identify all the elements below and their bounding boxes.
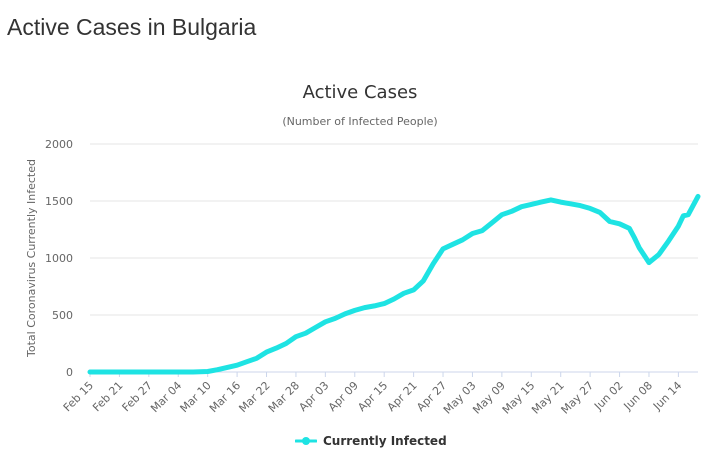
x-tick-label: Apr 03	[296, 379, 331, 414]
x-tick-label: Jun 14	[650, 379, 684, 413]
y-axis: 0 500 1000 1500 2000	[45, 138, 73, 379]
x-tick-label: Jun 08	[621, 379, 655, 413]
series-line-currently-infected[interactable]	[87, 193, 701, 375]
x-tick-label: May 27	[559, 379, 597, 417]
x-tick-label: Mar 16	[207, 379, 243, 415]
x-tick-label: Feb 15	[61, 379, 96, 414]
x-tick-label: Feb 27	[120, 379, 155, 414]
x-tick-label: Apr 15	[355, 379, 390, 414]
y-tick-label: 2000	[45, 138, 73, 151]
gridlines	[90, 143, 698, 373]
x-tick-label: Apr 21	[385, 379, 420, 414]
chart-subtitle: (Number of Infected People)	[282, 115, 437, 128]
x-tick-label: Mar 04	[148, 379, 184, 415]
legend-marker-icon	[295, 437, 317, 445]
y-tick-label: 0	[66, 366, 73, 379]
chart-title: Active Cases	[303, 82, 418, 103]
x-tick-label: Mar 22	[236, 379, 272, 415]
x-tick-label: Feb 21	[90, 379, 125, 414]
x-tick-label: Mar 28	[266, 379, 302, 415]
y-tick-label: 1000	[45, 252, 73, 265]
series-layer	[87, 193, 701, 375]
legend-label: Currently Infected	[323, 434, 447, 448]
x-tick-label: Jun 02	[591, 379, 625, 413]
page-heading: Active Cases in Bulgaria	[7, 14, 257, 40]
y-tick-label: 500	[52, 309, 73, 322]
y-axis-title: Total Coronavirus Currently Infected	[25, 159, 38, 358]
y-tick-label: 1500	[45, 195, 73, 208]
x-tick-label: Mar 10	[178, 379, 214, 415]
legend-item-currently-infected[interactable]: Currently Infected	[295, 434, 447, 448]
x-tick-label: Apr 09	[326, 379, 361, 414]
